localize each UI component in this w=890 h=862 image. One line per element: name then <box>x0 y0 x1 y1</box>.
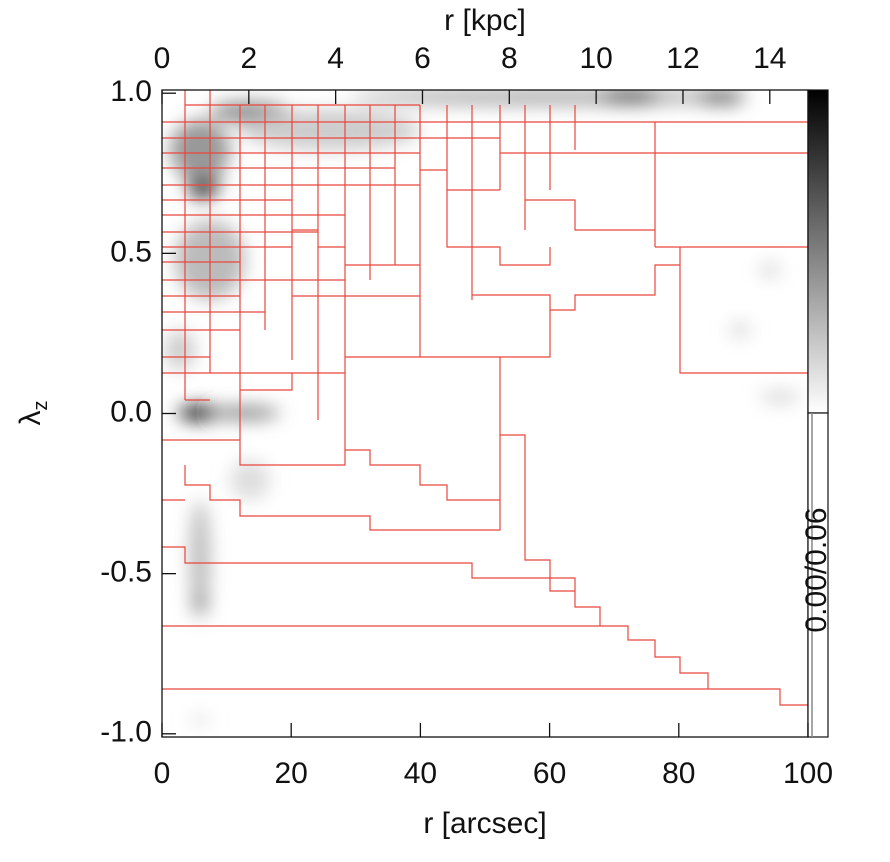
x-axis-label: r [arcsec] <box>423 807 546 840</box>
y-axis-label-group: λz <box>14 401 52 426</box>
x2-tick-label: 10 <box>579 42 612 75</box>
bin-grid <box>162 90 808 706</box>
x2-tick-label: 12 <box>666 42 699 75</box>
x2-tick-label: 2 <box>240 42 257 75</box>
y-tick-label: 0.0 <box>110 395 152 428</box>
y-tick-label: 0.5 <box>110 235 152 268</box>
x-tick-label: 0 <box>154 757 171 790</box>
x-tick-label: 80 <box>662 757 695 790</box>
colorbar <box>807 89 829 414</box>
y-axis-label-main: λ <box>14 411 47 426</box>
x-tick-label: 20 <box>275 757 308 790</box>
y-axis-label-sub: z <box>30 401 52 411</box>
x-tick-label: 100 <box>783 757 833 790</box>
x2-tick-label: 4 <box>327 42 344 75</box>
x2-axis-label: r [kpc] <box>444 4 526 37</box>
x2-tick-label: 0 <box>154 42 171 75</box>
y-tick-label: 1.0 <box>110 75 152 108</box>
x2-tick-label: 8 <box>501 42 518 75</box>
colorbar-lower <box>807 412 829 738</box>
colorbar-label: 0.00/0.06 <box>800 507 833 632</box>
x-tick-label: 60 <box>533 757 566 790</box>
y-tick-label: -1.0 <box>100 716 152 749</box>
x2-tick-label: 6 <box>414 42 431 75</box>
y-tick-label: -0.5 <box>100 556 152 589</box>
x2-tick-label: 14 <box>753 42 786 75</box>
y-axis-label: λz <box>14 401 52 426</box>
x-tick-label: 40 <box>404 757 437 790</box>
